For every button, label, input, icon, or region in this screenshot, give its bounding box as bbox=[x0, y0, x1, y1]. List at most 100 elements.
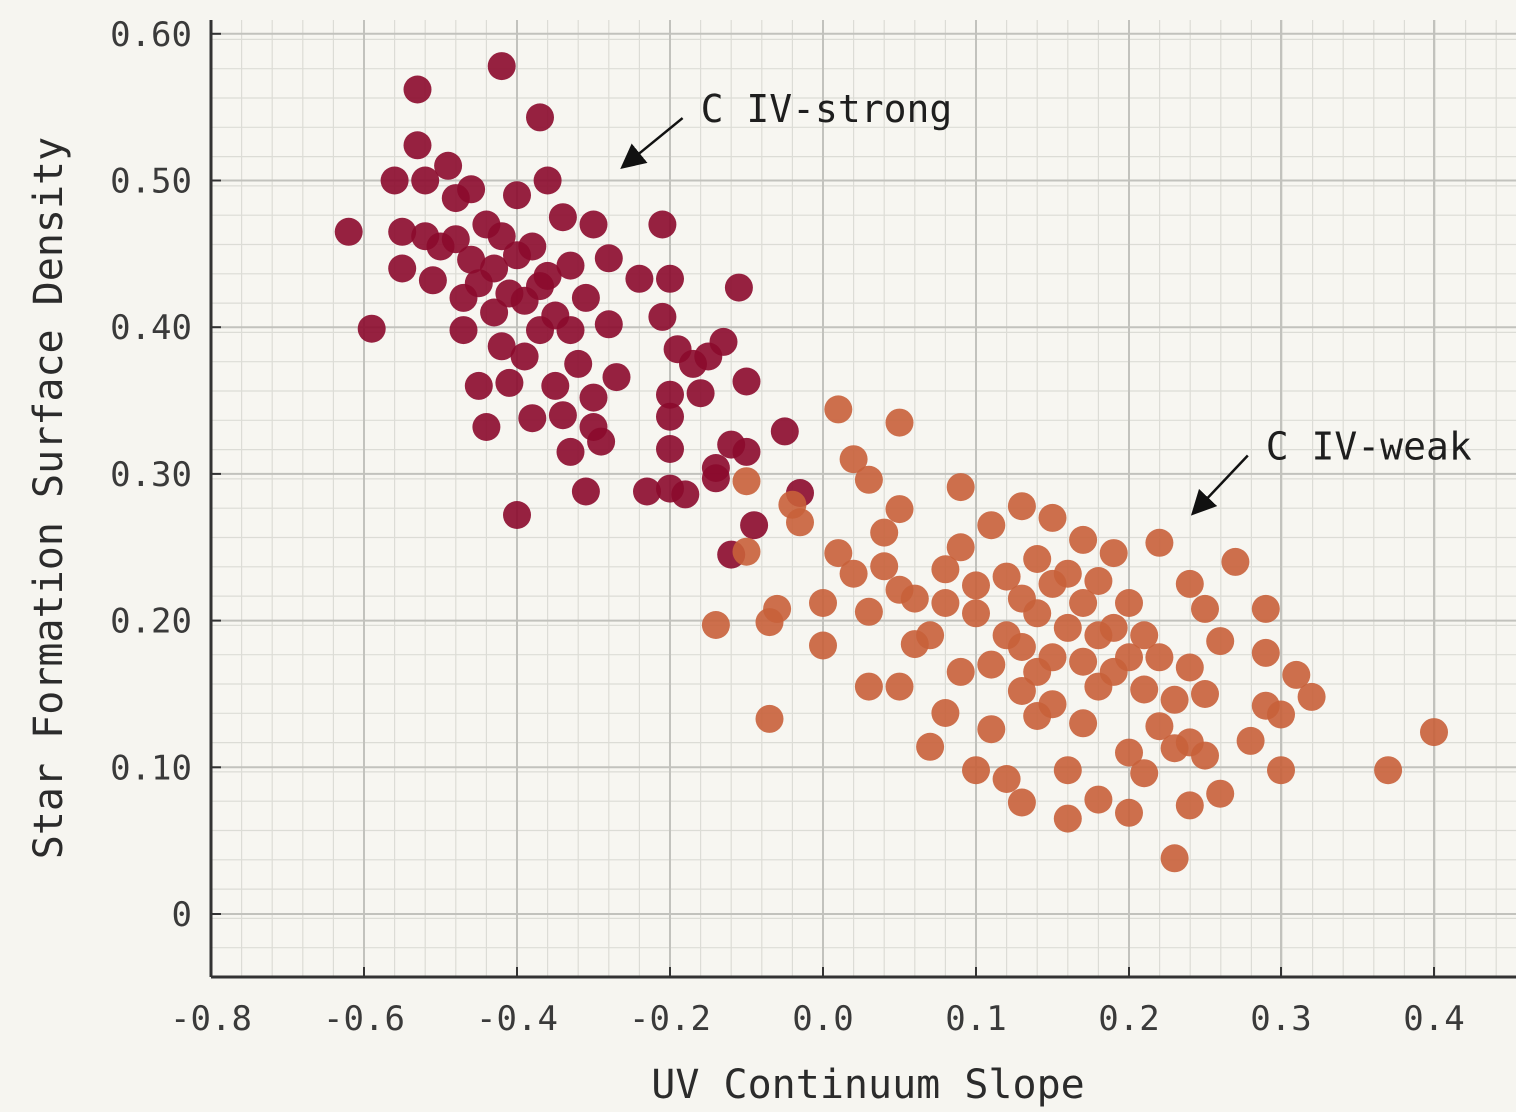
scatter-point bbox=[1069, 589, 1098, 617]
scatter-point bbox=[1191, 741, 1219, 770]
scatter-point bbox=[854, 465, 883, 494]
scatter-point bbox=[916, 732, 945, 761]
scatter-point bbox=[648, 210, 677, 239]
scatter-point bbox=[1175, 791, 1204, 820]
scatter-point bbox=[1053, 756, 1082, 785]
scatter-point bbox=[977, 511, 1006, 540]
scatter-point bbox=[564, 349, 593, 378]
scatter-point bbox=[786, 508, 814, 537]
scatter-point bbox=[732, 467, 761, 496]
annotation-label: C IV-strong bbox=[701, 87, 953, 131]
scatter-point bbox=[487, 222, 516, 251]
scatter-point bbox=[441, 225, 470, 254]
scatter-point bbox=[1038, 503, 1067, 532]
scatter-point bbox=[1191, 594, 1219, 623]
scatter-point bbox=[594, 244, 623, 273]
scatter-point bbox=[1145, 712, 1174, 741]
scatter-point bbox=[870, 518, 899, 547]
scatter-point bbox=[755, 704, 784, 733]
scatter-point bbox=[625, 264, 654, 293]
scatter-point bbox=[870, 552, 899, 581]
scatter-point bbox=[1069, 709, 1098, 738]
scatter-point bbox=[487, 332, 516, 361]
scatter-point bbox=[1145, 528, 1174, 557]
scatter-point bbox=[1236, 726, 1265, 755]
scatter-point bbox=[1115, 798, 1143, 827]
scatter-point bbox=[541, 371, 570, 400]
scatter-point bbox=[571, 283, 600, 312]
scatter-point bbox=[885, 408, 914, 437]
scatter-point bbox=[809, 589, 837, 617]
scatter-point bbox=[571, 477, 600, 506]
scatter-point bbox=[1420, 718, 1448, 747]
scatter-point bbox=[556, 437, 585, 466]
scatter-point bbox=[633, 477, 661, 506]
scatter-point bbox=[526, 103, 554, 132]
scatter-point bbox=[556, 251, 585, 280]
y-tick-label: 0.60 bbox=[110, 15, 192, 55]
scatter-point bbox=[709, 327, 738, 356]
scatter-point bbox=[1251, 638, 1280, 667]
scatter-point bbox=[457, 245, 486, 274]
scatter-point bbox=[464, 371, 493, 400]
x-tick-label: -0.6 bbox=[323, 999, 405, 1039]
scatter-point bbox=[885, 495, 914, 524]
scatter-point bbox=[602, 363, 631, 392]
scatter-point bbox=[1206, 627, 1235, 656]
scatter-point bbox=[931, 555, 960, 584]
annotation-arrow bbox=[620, 117, 684, 169]
scatter-point bbox=[472, 413, 501, 441]
scatter-point bbox=[724, 273, 753, 302]
annotation-label: C IV-weak bbox=[1266, 424, 1472, 468]
scatter-point bbox=[1221, 547, 1250, 576]
scatter-point bbox=[686, 379, 715, 408]
scatter-point bbox=[962, 599, 990, 628]
scatter-point bbox=[656, 402, 684, 431]
scatter-point bbox=[533, 261, 562, 290]
y-tick-label: 0 bbox=[172, 895, 192, 935]
scatter-point bbox=[434, 151, 463, 180]
scatter-point bbox=[992, 562, 1021, 591]
scatter-point bbox=[732, 437, 761, 466]
scatter-point bbox=[1053, 804, 1082, 833]
y-tick-label: 0.50 bbox=[110, 162, 192, 202]
scatter-point bbox=[556, 316, 585, 345]
scatter-point bbox=[594, 310, 623, 339]
scatter-point bbox=[480, 254, 509, 283]
scatter-point bbox=[1099, 539, 1128, 568]
scatter-point bbox=[388, 217, 417, 246]
plot-background bbox=[211, 20, 1516, 977]
scatter-point bbox=[1206, 779, 1235, 808]
scatter-point bbox=[548, 203, 577, 232]
annotation-arrow bbox=[1190, 454, 1249, 516]
scatter-point bbox=[380, 166, 409, 195]
scatter-point bbox=[916, 621, 945, 650]
x-tick-label: 0.3 bbox=[1250, 999, 1311, 1039]
scatter-point bbox=[1069, 525, 1098, 554]
series-2 bbox=[701, 395, 1448, 873]
scatter-point bbox=[656, 380, 684, 409]
scatter-point bbox=[503, 181, 531, 210]
scatter-point bbox=[579, 383, 608, 412]
scatter-point bbox=[732, 367, 761, 396]
scatter-point bbox=[587, 427, 616, 456]
tick-labels: -0.8 -0.6 -0.4 -0.2 0.0 0.1 0.2 0.3 0.400.100.20… bbox=[110, 15, 1465, 1039]
grid bbox=[210, 20, 1516, 978]
scatter-point bbox=[334, 217, 363, 246]
scatter-point bbox=[946, 533, 975, 562]
scatter-point bbox=[1251, 594, 1280, 623]
scatter-point bbox=[579, 210, 608, 239]
scatter-point bbox=[403, 75, 432, 104]
scatter-point bbox=[1084, 567, 1113, 595]
scatter-point bbox=[495, 368, 524, 397]
scatter-point bbox=[1130, 759, 1159, 788]
scatter-point bbox=[518, 232, 547, 261]
scatter-point bbox=[1038, 690, 1067, 719]
scatter-point bbox=[671, 480, 700, 509]
scatter-point bbox=[854, 672, 883, 701]
x-tick-label: 0.1 bbox=[945, 999, 1006, 1039]
scatter-point bbox=[1115, 643, 1143, 672]
scatter-point bbox=[403, 131, 432, 160]
scatter-point bbox=[946, 473, 975, 502]
